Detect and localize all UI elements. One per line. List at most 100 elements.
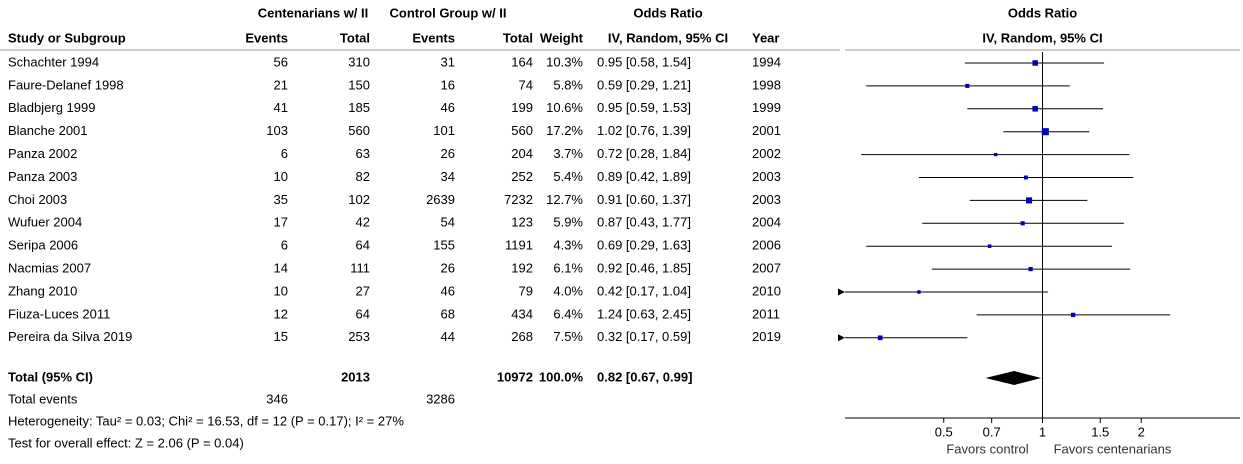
table-cell: 64 <box>356 238 370 253</box>
table-cell: 5.8% <box>553 77 583 92</box>
table-cell: 253 <box>348 329 370 344</box>
table-cell: 0.59 [0.29, 1.21] <box>597 77 691 92</box>
table-cell: Pereira da Silva 2019 <box>8 329 132 344</box>
table-cell: 2011 <box>752 306 780 321</box>
table-cell: 2002 <box>752 146 781 161</box>
table-cell: 0.32 [0.17, 0.59] <box>597 329 691 344</box>
table-cell: 4.0% <box>553 283 583 298</box>
effect-box <box>1032 60 1038 66</box>
plot-title: Odds Ratio <box>1008 5 1077 20</box>
table-cell: 2004 <box>752 215 781 230</box>
table-cell: 6 <box>281 238 288 253</box>
table-cell: 2019 <box>752 329 781 344</box>
table-cell: 6.4% <box>553 306 583 321</box>
table-cell: 35 <box>274 192 288 207</box>
total-n: 2013 <box>341 369 370 384</box>
x-tick-label: 1.5 <box>1091 424 1109 439</box>
table-cell: 0.42 [0.17, 1.04] <box>597 283 691 298</box>
total-label: Total (95% CI) <box>8 369 93 384</box>
table-cell: 68 <box>441 306 455 321</box>
ci-arrow <box>838 334 845 342</box>
table-cell: 2001 <box>752 123 781 138</box>
table-cell: 26 <box>441 146 455 161</box>
column-header: IV, Random, 95% CI <box>608 30 728 45</box>
table-cell: 15 <box>274 329 288 344</box>
effect-box <box>1041 128 1049 136</box>
total-events: 346 <box>266 391 288 406</box>
table-cell: 2010 <box>752 283 781 298</box>
table-cell: 26 <box>441 261 455 276</box>
table-cell: 16 <box>441 77 455 92</box>
x-direction-label: Favors control <box>946 441 1028 456</box>
table-cell: Schachter 1994 <box>8 54 99 69</box>
table-cell: 31 <box>441 54 455 69</box>
table-cell: 10 <box>274 283 288 298</box>
column-header: Study or Subgroup <box>8 30 126 45</box>
x-tick-label: 1 <box>1039 424 1046 439</box>
table-cell: 46 <box>441 283 455 298</box>
column-header: Total <box>503 30 533 45</box>
table-cell: 5.9% <box>553 215 583 230</box>
table-cell: 17 <box>274 215 288 230</box>
group-header: Odds Ratio <box>633 5 702 20</box>
total-events-label: Total events <box>8 391 78 406</box>
table-cell: 164 <box>511 54 533 69</box>
table-cell: 64 <box>356 306 370 321</box>
effect-box <box>1028 267 1033 272</box>
table-cell: 0.69 [0.29, 1.63] <box>597 238 691 253</box>
effect-box <box>877 335 883 341</box>
column-header: Total <box>340 30 370 45</box>
overall-effect: Test for overall effect: Z = 2.06 (P = 0… <box>8 435 244 450</box>
table-cell: 17.2% <box>546 123 583 138</box>
effect-box <box>917 290 921 294</box>
table-cell: Nacmias 2007 <box>8 261 91 276</box>
x-tick-label: 0.5 <box>935 424 953 439</box>
table-cell: Panza 2002 <box>8 146 77 161</box>
table-cell: 2003 <box>752 192 781 207</box>
table-cell: 10 <box>274 169 288 184</box>
x-direction-label: Favors centenarians <box>1054 441 1172 456</box>
effect-box <box>965 83 970 88</box>
table-cell: 2006 <box>752 238 781 253</box>
table-cell: 150 <box>348 77 370 92</box>
table-cell: 63 <box>356 146 370 161</box>
table-cell: 4.3% <box>553 238 583 253</box>
table-cell: 12 <box>274 306 288 321</box>
table-cell: Bladbjerg 1999 <box>8 100 95 115</box>
pooled-diamond <box>985 371 1042 385</box>
table-cell: 560 <box>511 123 533 138</box>
table-cell: Panza 2003 <box>8 169 77 184</box>
table-cell: 74 <box>519 77 533 92</box>
table-cell: 1994 <box>752 54 781 69</box>
table-cell: 0.72 [0.28, 1.84] <box>597 146 691 161</box>
table-cell: 1998 <box>752 77 781 92</box>
table-cell: Blanche 2001 <box>8 123 88 138</box>
table-cell: 199 <box>511 100 533 115</box>
table-cell: 560 <box>348 123 370 138</box>
table-cell: 5.4% <box>553 169 583 184</box>
table-cell: 252 <box>511 169 533 184</box>
table-cell: 192 <box>511 261 533 276</box>
x-tick-label: 0.7 <box>983 424 1001 439</box>
table-cell: 111 <box>350 261 370 276</box>
table-cell: 12.7% <box>546 192 583 207</box>
table-cell: 1.02 [0.76, 1.39] <box>597 123 691 138</box>
table-cell: 10.3% <box>546 54 583 69</box>
group-header: Control Group w/ II <box>390 5 507 20</box>
effect-box <box>1023 175 1028 180</box>
table-cell: 54 <box>441 215 455 230</box>
table-cell: 2007 <box>752 261 781 276</box>
table-cell: Zhang 2010 <box>8 283 77 298</box>
table-cell: 103 <box>266 123 288 138</box>
column-header: Year <box>752 30 779 45</box>
total-n: 10972 <box>497 369 533 384</box>
table-cell: Choi 2003 <box>8 192 67 207</box>
table-cell: 0.95 [0.58, 1.54] <box>597 54 691 69</box>
table-cell: 155 <box>433 238 455 253</box>
table-cell: 1999 <box>752 100 781 115</box>
total-events: 3286 <box>426 391 455 406</box>
table-cell: 46 <box>441 100 455 115</box>
table-cell: 123 <box>511 215 533 230</box>
table-cell: 0.92 [0.46, 1.85] <box>597 261 691 276</box>
